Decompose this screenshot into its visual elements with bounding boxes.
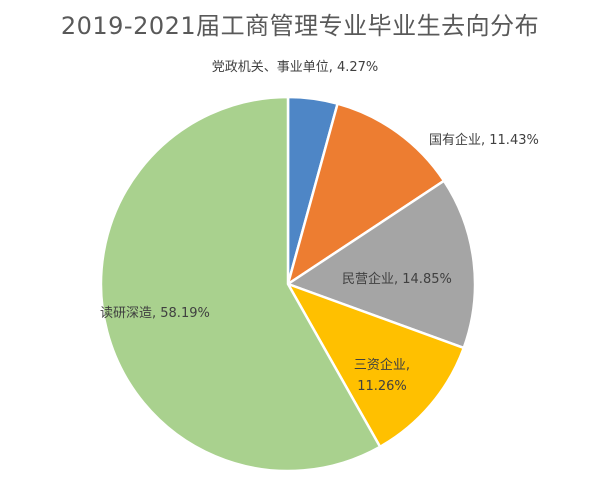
- pie-slice-5: [99, 95, 382, 473]
- pie-slice-4: [286, 282, 465, 449]
- slice-label-5: 读研深造, 58.19%: [100, 306, 210, 321]
- pie-slice-3: [286, 179, 477, 350]
- slice-label-3: 民营企业, 14.85%: [342, 271, 452, 287]
- chart-title: 2019-2021届工商管理专业毕业生去向分布: [60, 12, 540, 40]
- slice-label-1: 党政机关、事业单位, 4.27%: [212, 60, 379, 75]
- pie-slice-2: [286, 102, 446, 286]
- slice-label-4: 三资企业, 11.26%: [354, 357, 410, 394]
- slice-label-2: 国有企业, 11.43%: [429, 132, 539, 148]
